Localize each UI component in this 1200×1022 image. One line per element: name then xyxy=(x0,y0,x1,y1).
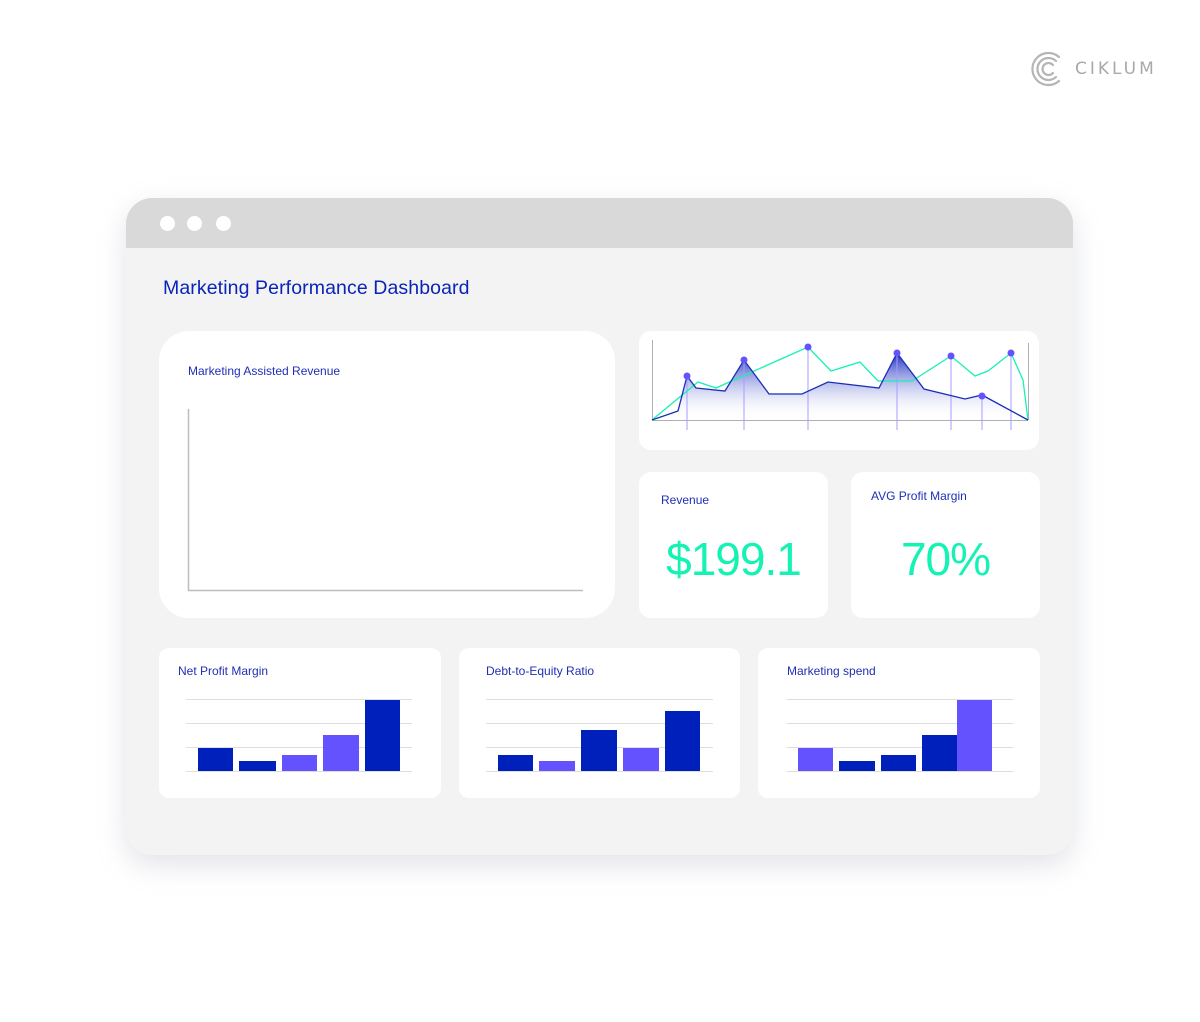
bar xyxy=(881,755,916,771)
brand-name: CIKLUM xyxy=(1075,59,1157,79)
debt-to-equity-card[interactable]: Debt-to-Equity Ratio xyxy=(459,648,740,798)
card-title: Revenue xyxy=(661,493,710,507)
dashboard-window: Marketing Performance Dashboard Marketin… xyxy=(126,198,1073,855)
bar xyxy=(839,761,875,771)
card-title: Marketing Assisted Revenue xyxy=(188,364,341,378)
bar xyxy=(282,755,317,771)
bar xyxy=(498,755,533,771)
bar xyxy=(623,748,659,771)
marketing-spend-card[interactable]: Marketing spend xyxy=(758,648,1040,798)
bar xyxy=(665,711,700,771)
revenue-value: $199.1 xyxy=(666,533,802,585)
window-dot-icon[interactable] xyxy=(216,216,231,231)
card-title: Debt-to-Equity Ratio xyxy=(486,664,595,678)
revenue-kpi-card[interactable]: Revenue $199.1 xyxy=(639,472,828,618)
window-dot-icon[interactable] xyxy=(160,216,175,231)
bar xyxy=(365,700,400,771)
area-series xyxy=(188,409,576,575)
card-title: Net Profit Margin xyxy=(178,664,269,678)
bar xyxy=(922,735,957,771)
data-markers xyxy=(683,343,1015,400)
bar xyxy=(323,735,359,771)
window-dot-icon[interactable] xyxy=(187,216,202,231)
dark-series-area xyxy=(652,353,1028,420)
bar-chart xyxy=(186,699,412,772)
brand-logo: CIKLUM xyxy=(1029,50,1157,88)
trend-chart-card[interactable] xyxy=(639,331,1039,450)
bar xyxy=(239,761,276,771)
window-titlebar xyxy=(126,198,1073,248)
dark-series-line xyxy=(651,351,1029,421)
net-profit-margin-card[interactable]: Net Profit Margin xyxy=(159,648,441,798)
bar xyxy=(198,748,233,771)
area-chart xyxy=(187,409,583,592)
bar-chart xyxy=(787,699,1013,772)
assisted-revenue-card[interactable]: Marketing Assisted Revenue xyxy=(159,331,615,618)
bar-chart xyxy=(486,699,713,772)
bar xyxy=(581,730,617,771)
line-chart xyxy=(651,340,1029,430)
card-title: AVG Profit Margin xyxy=(871,489,967,503)
ciklum-logo-icon xyxy=(1031,51,1061,87)
card-title: Marketing spend xyxy=(787,664,876,678)
bar xyxy=(957,700,992,771)
avg-profit-margin-value: 70% xyxy=(900,533,991,585)
marker-drop-lines xyxy=(686,347,1012,430)
avg-profit-margin-card[interactable]: AVG Profit Margin 70% xyxy=(851,472,1040,618)
bar xyxy=(798,748,833,771)
page-title: Marketing Performance Dashboard xyxy=(163,277,470,299)
bar xyxy=(539,761,575,771)
